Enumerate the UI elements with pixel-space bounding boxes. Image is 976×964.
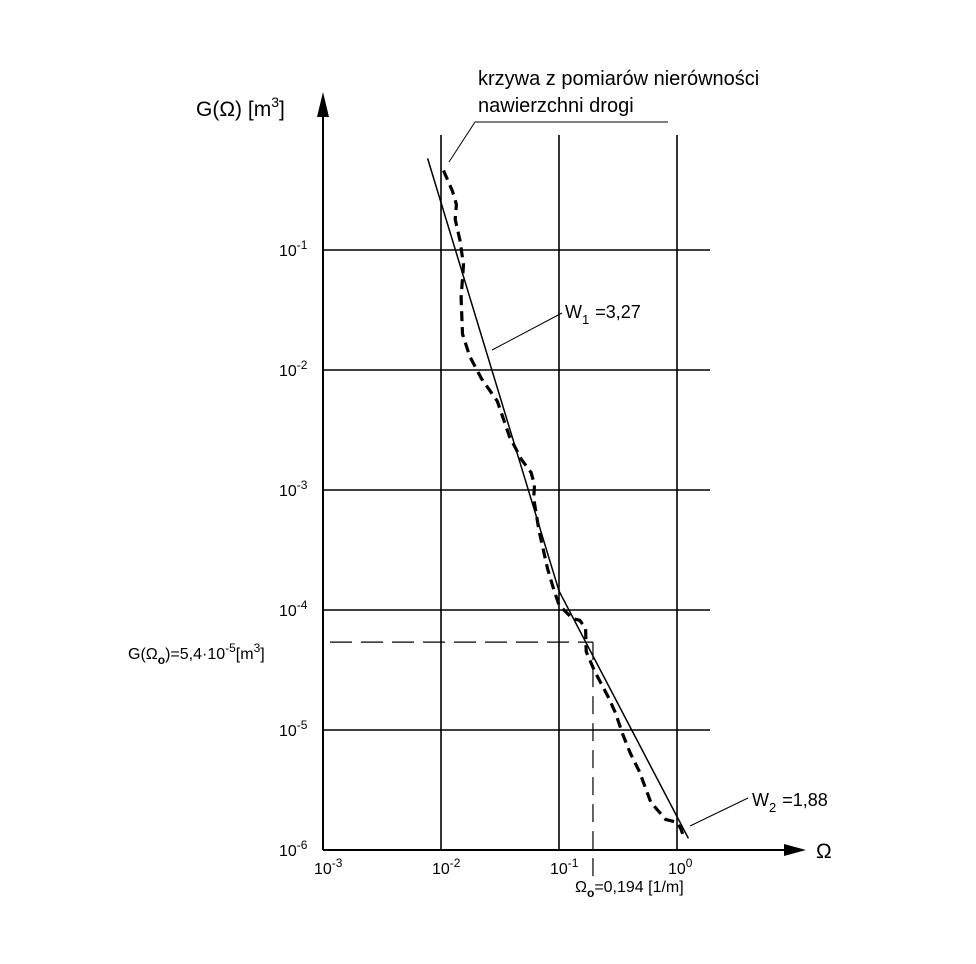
grid-layer — [323, 135, 710, 850]
x-tick-label: 10-1 — [550, 856, 579, 878]
curve-label-leader — [448, 121, 668, 163]
w1-leader — [491, 312, 563, 351]
x-tick-label: 10-2 — [432, 856, 461, 878]
curve-label-line1: krzywa z pomiarów nierówności — [478, 68, 759, 90]
x-tick-label: 100 — [668, 856, 693, 878]
w2-leader — [689, 797, 749, 827]
y-tick-label: 10-6 — [279, 838, 308, 860]
g-omega0-label: G(Ωo)=5,4·10-5[m3] — [128, 641, 265, 667]
x-tick-label: 10-3 — [314, 856, 343, 878]
fit-line — [426, 158, 690, 839]
y-tick-label: 10-2 — [279, 358, 308, 380]
curve-label-line2: nawierzchni drogi — [478, 95, 634, 117]
w2-label: W2 =1,88 — [752, 790, 828, 815]
annotation-layer: G(Ω) [m3] Ω krzywa z pomiarów nierównośc… — [128, 68, 832, 900]
y-tick-label: 10-1 — [279, 238, 308, 260]
y-axis-arrow — [317, 92, 329, 117]
omega0-label: Ωo=0,194 [1/m] — [575, 879, 684, 900]
series-layer — [426, 158, 690, 839]
y-tick-label: 10-4 — [279, 598, 308, 620]
x-axis-label: Ω — [816, 840, 832, 863]
tick-labels: 10-1 10-2 10-3 10-4 10-5 10-6 10-3 10-2 10-1 100 — [279, 238, 693, 878]
w1-label: W1 =3,27 — [565, 302, 641, 327]
measured-curve — [442, 169, 686, 839]
x-axis-arrow — [784, 844, 806, 856]
y-tick-label: 10-5 — [279, 718, 308, 740]
axis-layer — [317, 92, 806, 856]
y-tick-label: 10-3 — [279, 478, 308, 500]
y-axis-label: G(Ω) [m3] — [196, 94, 285, 121]
